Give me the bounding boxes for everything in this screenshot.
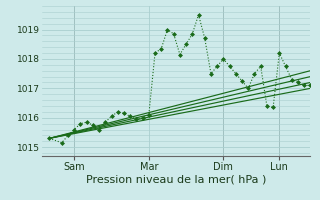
X-axis label: Pression niveau de la mer( hPa ): Pression niveau de la mer( hPa ) [86,174,266,184]
